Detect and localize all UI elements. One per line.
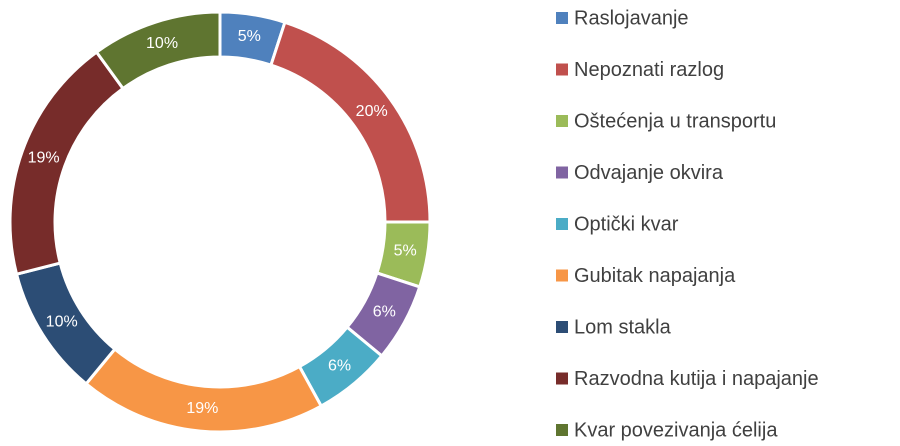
- legend-label: Kvar povezivanja ćelija: [574, 419, 778, 441]
- legend-label: Razvodna kutija i napajanje: [574, 368, 819, 390]
- legend-swatch: [556, 321, 568, 333]
- legend-swatch: [556, 166, 568, 179]
- data-label: 5%: [238, 28, 261, 45]
- data-label: 10%: [46, 314, 78, 331]
- donut-segment: [269, 20, 432, 224]
- legend-swatch: [556, 372, 568, 385]
- data-label: 6%: [373, 304, 396, 321]
- legend-label: Gubitak napajanja: [574, 265, 736, 287]
- legend-swatch: [556, 218, 568, 230]
- legend-swatch: [556, 63, 568, 76]
- legend-swatch: [556, 12, 568, 24]
- data-label: 19%: [186, 400, 218, 417]
- legend-label: Lom stakla: [574, 316, 672, 338]
- donut-segment: [84, 347, 324, 434]
- legend-swatch: [556, 269, 568, 282]
- legend-swatch: [556, 424, 568, 436]
- data-label: 19%: [28, 150, 60, 167]
- data-label: 5%: [394, 243, 417, 260]
- legend-label: Oštećenja u transportu: [574, 110, 776, 132]
- legend-label: Raslojavanje: [574, 7, 689, 29]
- donut-segment: [94, 10, 222, 91]
- legend-label: Optički kvar: [574, 213, 679, 235]
- legend-label: Nepoznati razlog: [574, 59, 724, 81]
- legend-swatch: [556, 115, 568, 127]
- data-label: 20%: [356, 103, 388, 120]
- data-label: 10%: [146, 35, 178, 52]
- data-label: 6%: [328, 358, 351, 375]
- legend-label: Odvajanje okvira: [574, 162, 724, 184]
